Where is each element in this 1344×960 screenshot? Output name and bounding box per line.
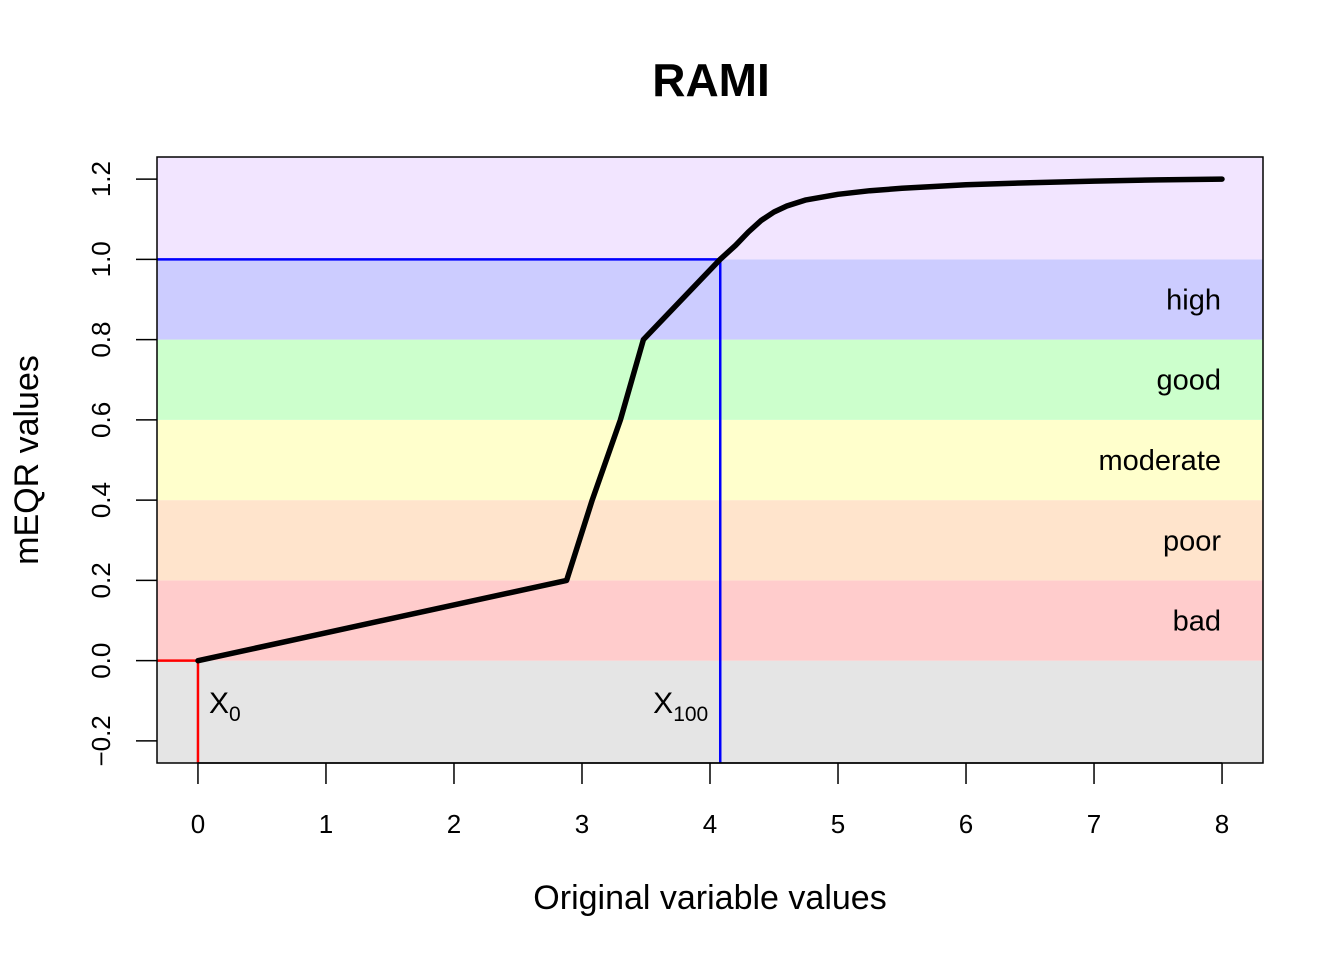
label-x100: X100 — [653, 687, 708, 726]
x-axis: 0 1 2 3 4 5 6 7 8 — [191, 762, 1229, 839]
series-lines — [195, 176, 1225, 664]
y-tick-label: 0.6 — [86, 402, 116, 438]
x-tick-label: 3 — [575, 809, 589, 839]
label-x0-main: X — [209, 687, 229, 720]
series-line-0 — [195, 176, 1225, 664]
x-tick-label: 6 — [959, 809, 973, 839]
chart-title: RAMI — [652, 54, 770, 106]
x-axis-label: Original variable values — [533, 879, 886, 917]
band-poor — [157, 500, 1263, 581]
x-tick-label: 5 — [831, 809, 845, 839]
y-axis: −0.2 0.0 0.2 0.4 0.6 0.8 1.0 1.2 — [86, 161, 157, 767]
y-tick-label: 1.0 — [86, 241, 116, 277]
band-label-bad: bad — [1173, 606, 1221, 638]
y-tick-label: 0.4 — [86, 482, 116, 518]
band-label-high: high — [1166, 284, 1221, 316]
reference-labels: X0 X100 — [209, 687, 708, 726]
x-tick-label: 1 — [319, 809, 333, 839]
y-tick-label: 1.2 — [86, 161, 116, 197]
band-good — [157, 339, 1263, 420]
x-tick-label: 7 — [1087, 809, 1101, 839]
band-label-moderate: moderate — [1098, 445, 1221, 477]
band-moderate — [157, 419, 1263, 501]
x-tick-label: 8 — [1215, 809, 1229, 839]
band-label-poor: poor — [1163, 525, 1221, 557]
y-tick-label: 0.0 — [86, 643, 116, 679]
label-x0: X0 — [209, 687, 241, 726]
x-tick-label: 0 — [191, 809, 205, 839]
y-axis-label: mEQR values — [8, 355, 46, 565]
reference-lines — [157, 258, 722, 763]
x-tick-label: 2 — [447, 809, 461, 839]
label-x0-sub: 0 — [229, 703, 241, 726]
band-labels: bad poor moderate good high — [1098, 284, 1221, 637]
quality-bands — [157, 157, 1263, 763]
label-x100-main: X — [653, 687, 673, 720]
x-tick-label: 4 — [703, 809, 717, 839]
band-bad — [157, 580, 1263, 661]
y-tick-label: −0.2 — [86, 715, 116, 766]
band-below-zero — [157, 660, 1263, 763]
y-tick-label: 0.2 — [86, 562, 116, 598]
y-tick-label: 0.8 — [86, 322, 116, 358]
band-above-one — [157, 157, 1263, 260]
label-x100-sub: 100 — [673, 703, 708, 726]
band-label-good: good — [1156, 365, 1221, 397]
